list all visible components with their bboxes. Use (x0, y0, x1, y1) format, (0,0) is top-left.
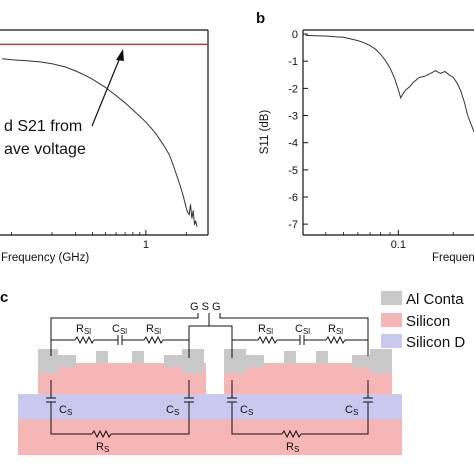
al-contact (132, 351, 144, 363)
probe-wires (50, 313, 369, 358)
device-silicon-left (38, 363, 206, 394)
al-contact (224, 349, 246, 373)
panel-b-y-tick-label: 0 (292, 29, 298, 41)
legend-swatch-al-contact (381, 291, 402, 305)
al-contact (316, 351, 328, 363)
legend-label-al-contact: Al Conta (406, 291, 464, 308)
label-r-s: RS (96, 441, 109, 454)
label-r-sl: RSl (258, 323, 273, 336)
right-circuit (227, 335, 373, 439)
legend-swatch-silicon-dioxide (381, 334, 402, 348)
label-r-sl: RSl (328, 323, 343, 336)
label-c-s: CS (345, 404, 358, 417)
annotation-arrow-shaft (91, 54, 122, 127)
al-contact (96, 351, 108, 363)
panel-b-y-tick-label: -3 (288, 111, 298, 123)
legend: Al Conta Silicon Silicon D (381, 291, 465, 351)
legend-label-silicon-dioxide: Silicon D (406, 334, 465, 351)
panel-a-x-ticks: 1 (11, 230, 187, 251)
al-contact (58, 355, 76, 367)
al-contact (246, 355, 264, 367)
label-r-sl: RSl (146, 323, 161, 336)
annotation-arrow-head (116, 49, 124, 61)
panel-a-series-line (2, 58, 198, 227)
label-r-s: RS (286, 441, 299, 454)
panel-c: c Al Conta Silicon Silicon D (0, 289, 465, 455)
panel-b-y-label: S11 (dB) (259, 110, 271, 155)
panel-b-x-tick-label: 0.1 (391, 239, 406, 251)
label-c-sl: CSl (295, 323, 310, 336)
panel-b-y-tick-label: -5 (288, 165, 298, 177)
al-contact (164, 355, 182, 367)
annotation-line-1: d S21 from (4, 118, 82, 135)
left-circuit (46, 335, 194, 439)
panel-b-y-tick-label: -2 (288, 83, 298, 95)
panel-b: b 0 -1 -2 -3 -4 -5 -6 -7 0.1 S11 (dB) Frequency (256, 10, 474, 264)
al-contact (284, 351, 296, 363)
device-silicon-right (224, 363, 392, 394)
panel-b-y-tick-label: -6 (288, 192, 298, 204)
al-contacts (38, 349, 392, 373)
panel-b-label: b (256, 10, 265, 27)
panel-b-y-tick-label: -7 (288, 219, 298, 231)
panel-a: 1 Frequency (GHz) d S21 from ave voltage (0, 29, 209, 264)
al-contact (370, 349, 392, 373)
label-c-s: CS (240, 404, 253, 417)
label-c-sl: CSl (112, 323, 127, 336)
label-r-sl: RSl (76, 323, 91, 336)
panel-b-series (305, 34, 474, 132)
label-c-s: CS (59, 404, 72, 417)
probe-label: G S G (190, 301, 221, 313)
panel-c-label: c (0, 289, 8, 306)
legend-swatch-silicon (381, 313, 402, 327)
al-contact (38, 349, 58, 373)
panel-b-y-tick-label: -4 (288, 138, 298, 150)
al-contact (352, 355, 370, 367)
label-c-s: CS (166, 404, 179, 417)
panel-b-series-line (305, 34, 474, 132)
silicon-dioxide-layer (18, 394, 402, 419)
panel-a-x-tick-label: 1 (143, 239, 149, 251)
panel-a-x-label: Frequency (GHz) (1, 252, 89, 264)
panel-b-x-label: Frequency (432, 252, 474, 264)
al-contact (182, 349, 204, 373)
silicon-substrate-layer (18, 419, 402, 455)
panel-b-x-ticks: 0.1 (325, 230, 454, 251)
panel-b-y-tick-label: -1 (288, 56, 298, 68)
legend-label-silicon: Silicon (406, 313, 450, 330)
circuit-labels: RSl CSl RSl RSl CSl RSl CS CS CS CS RS R… (59, 323, 358, 454)
panel-b-y-ticks: 0 -1 -2 -3 -4 -5 -6 -7 (288, 29, 308, 231)
panel-a-series (0, 43, 208, 227)
annotation-line-2: ave voltage (4, 141, 86, 158)
